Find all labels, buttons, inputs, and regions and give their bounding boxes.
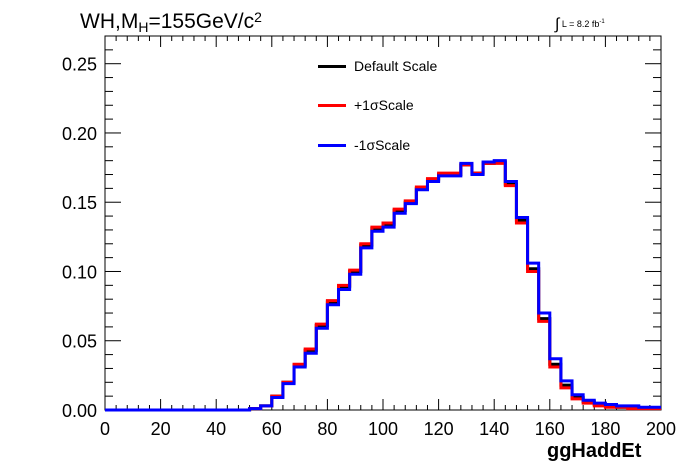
- y-tick-label: 0.00: [62, 401, 97, 421]
- y-tick-label: 0.15: [62, 193, 97, 213]
- x-tick-label: 180: [590, 419, 620, 439]
- x-axis-title: ggHaddEt: [547, 440, 642, 462]
- chart-title: WH,MH=155GeV/c2: [80, 9, 262, 35]
- legend-swatch-plus1sigma: [318, 103, 346, 107]
- histogram-plus1sigma: [105, 161, 661, 412]
- x-tick-label: 100: [368, 419, 398, 439]
- x-tick-label: 120: [424, 419, 454, 439]
- x-tick-label: 60: [262, 419, 282, 439]
- y-tick-label: 0.25: [62, 55, 97, 75]
- y-tick-label: 0.10: [62, 262, 97, 282]
- legend-label-default: Default Scale: [354, 58, 438, 74]
- luminosity-label: ∫ L = 8.2 fb-1: [555, 16, 605, 33]
- legend-label-plus1sigma: +1σScale: [354, 97, 414, 113]
- y-tick-label: 0.20: [62, 124, 97, 144]
- x-tick-label: 40: [206, 419, 226, 439]
- legend-swatch-default: [318, 64, 346, 68]
- x-tick-label: 80: [317, 419, 337, 439]
- legend-item-default: Default Scale: [318, 56, 437, 76]
- x-tick-label: 0: [100, 419, 110, 439]
- integral-symbol: ∫: [555, 16, 560, 33]
- legend-label-minus1sigma: -1σScale: [354, 137, 411, 153]
- legend-swatch-minus1sigma: [318, 143, 346, 147]
- x-tick-label: 140: [479, 419, 509, 439]
- legend-item-plus1sigma: +1σScale: [318, 95, 414, 115]
- histogram-minus1sigma: [105, 159, 661, 412]
- x-tick-label: 160: [535, 419, 565, 439]
- legend-item-minus1sigma: -1σScale: [318, 135, 410, 155]
- histogram-default: [105, 160, 661, 412]
- y-tick-label: 0.05: [62, 332, 97, 352]
- x-tick-label: 200: [646, 419, 676, 439]
- x-tick-label: 20: [151, 419, 171, 439]
